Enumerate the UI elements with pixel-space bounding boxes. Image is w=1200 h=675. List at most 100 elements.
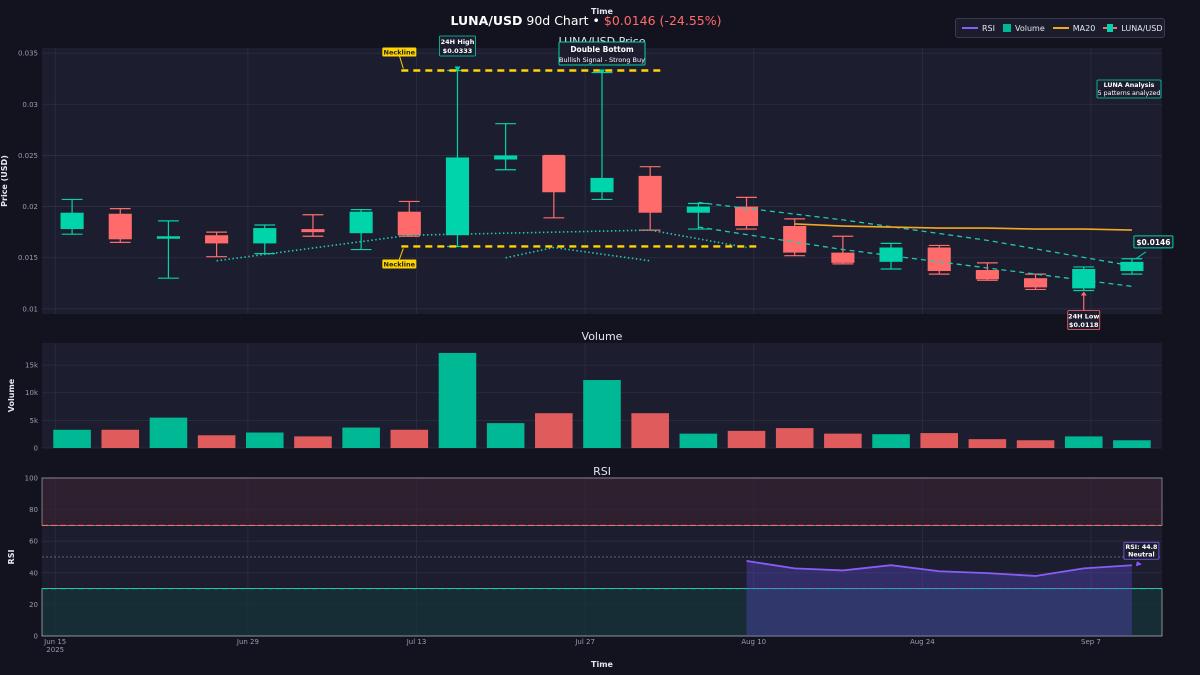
analysis-subtitle: 5 patterns analyzed bbox=[1098, 90, 1161, 97]
price-ytick-label: 0.01 bbox=[22, 305, 38, 313]
candle-body bbox=[397, 211, 421, 236]
volume-ytick-label: 5k bbox=[29, 417, 38, 425]
chart-legend: RSI Volume MA20 LUNA/USD bbox=[955, 18, 1165, 38]
candle-body bbox=[590, 177, 614, 193]
candle-body bbox=[831, 252, 855, 263]
volume-bar bbox=[294, 436, 332, 448]
candle-body bbox=[1120, 261, 1144, 272]
low-label-box bbox=[1067, 310, 1101, 330]
candle-body bbox=[253, 228, 277, 244]
price-ytick-label: 0.035 bbox=[18, 50, 38, 58]
pattern-trendline bbox=[698, 201, 1133, 267]
volume-bar bbox=[1064, 436, 1103, 448]
ma20-line bbox=[794, 223, 1132, 231]
price-ytick-label: 0.02 bbox=[22, 203, 38, 211]
candle-body bbox=[1072, 268, 1096, 289]
price-ylabel: Price (USD) bbox=[0, 155, 9, 207]
rsi-ylabel: RSI bbox=[7, 550, 16, 565]
candle-body bbox=[975, 270, 999, 280]
double-bottom-title: Double Bottom bbox=[570, 45, 634, 54]
x-axis-label: Time bbox=[591, 660, 614, 669]
title-period: 90d Chart • bbox=[522, 13, 603, 28]
last-price-arrow bbox=[1135, 251, 1147, 260]
rsi-line bbox=[746, 560, 1132, 577]
volume-bar bbox=[342, 427, 380, 448]
legend-item-rsi: RSI bbox=[962, 24, 995, 33]
double-bottom-box bbox=[558, 41, 646, 66]
rsi-badge-box bbox=[1123, 541, 1160, 560]
volume-bar bbox=[535, 413, 573, 448]
low-arrow bbox=[1080, 291, 1087, 296]
rsi-badge-state: Neutral bbox=[1128, 552, 1155, 559]
top-axis-label: Time bbox=[591, 7, 614, 16]
volume-bar bbox=[101, 429, 140, 448]
volume-bar bbox=[438, 352, 477, 448]
low-label-title: 24H Low bbox=[1068, 312, 1099, 320]
legend-swatch-volume bbox=[1003, 24, 1011, 32]
neckline_bottom-label-box bbox=[382, 259, 417, 269]
volume-bar bbox=[245, 432, 284, 448]
candle-body bbox=[927, 247, 951, 272]
pattern-dotted-line bbox=[505, 246, 651, 262]
title-pair: LUNA/USD bbox=[451, 13, 523, 28]
neckline_bottom-label: Neckline bbox=[384, 260, 416, 268]
candle-body bbox=[205, 235, 229, 244]
rsi-ytick-label: 0 bbox=[34, 633, 38, 641]
legend-label-rsi: RSI bbox=[982, 23, 995, 33]
legend-item-ma20: MA20 bbox=[1052, 24, 1095, 33]
double-bottom-arrow bbox=[599, 69, 605, 75]
volume-ytick-label: 10k bbox=[25, 389, 39, 397]
volume-bar bbox=[775, 428, 814, 448]
candle-body bbox=[349, 211, 373, 234]
price-ytick-label: 0.015 bbox=[18, 254, 38, 262]
x-tick-label: Jun 29 bbox=[236, 638, 259, 646]
volume-bar bbox=[679, 433, 718, 448]
high-label-value: $0.0333 bbox=[443, 47, 473, 55]
candle-body bbox=[301, 229, 325, 233]
volume-bar bbox=[583, 380, 621, 448]
double-bottom-subtitle: Bullish Signal - Strong Buy bbox=[559, 56, 645, 64]
analysis-title: LUNA Analysis bbox=[1104, 82, 1155, 89]
legend-swatch-rsi bbox=[962, 27, 978, 29]
volume-bar bbox=[727, 430, 766, 448]
candle-body bbox=[445, 157, 470, 236]
candle-body bbox=[638, 175, 662, 213]
rsi-ytick-label: 20 bbox=[29, 601, 38, 609]
high-label-title: 24H High bbox=[441, 38, 475, 46]
x-tick-label: Aug 24 bbox=[910, 638, 935, 646]
volume-bar bbox=[486, 423, 525, 448]
rsi-ytick-label: 100 bbox=[25, 475, 38, 483]
rsi-oversold-zone bbox=[41, 588, 1163, 637]
pattern-dotted-line bbox=[216, 229, 747, 262]
neckline_top-label-box bbox=[382, 47, 417, 57]
rsi-overbought-zone bbox=[41, 477, 1163, 526]
neckline_bottom-arrow bbox=[398, 248, 404, 260]
rsi-panel-title: RSI bbox=[593, 465, 611, 478]
x-tick-label: Jun 15 bbox=[43, 638, 66, 646]
rsi-ytick-label: 80 bbox=[29, 506, 38, 514]
neckline_top-label: Neckline bbox=[384, 48, 416, 56]
volume-bar bbox=[1113, 440, 1151, 448]
rsi-badge-arrow bbox=[1135, 561, 1142, 567]
low-label-value: $0.0118 bbox=[1069, 321, 1099, 329]
candle-body bbox=[734, 206, 759, 227]
volume-bar bbox=[149, 417, 188, 448]
volume-bar bbox=[824, 433, 862, 448]
pattern-trendline bbox=[698, 226, 1132, 288]
legend-swatch-ma20 bbox=[1052, 27, 1069, 29]
high-arrow bbox=[454, 66, 461, 72]
page-title: LUNA/USD 90d Chart • $0.0146 (-24.55%) bbox=[451, 13, 722, 28]
candle-body bbox=[108, 213, 132, 240]
volume-bar bbox=[1016, 440, 1055, 448]
candle-body bbox=[1024, 278, 1048, 288]
legend-label-price: LUNA/USD bbox=[1121, 23, 1163, 33]
analysis-box bbox=[1096, 79, 1162, 99]
legend-item-volume: Volume bbox=[1003, 24, 1045, 33]
volume-bar bbox=[53, 429, 91, 448]
rsi-badge-value: RSI: 44.8 bbox=[1125, 544, 1157, 551]
candle-body bbox=[879, 247, 903, 262]
volume-bar bbox=[872, 434, 910, 448]
volume-ytick-label: 15k bbox=[25, 362, 39, 370]
volume-bar bbox=[920, 433, 959, 448]
